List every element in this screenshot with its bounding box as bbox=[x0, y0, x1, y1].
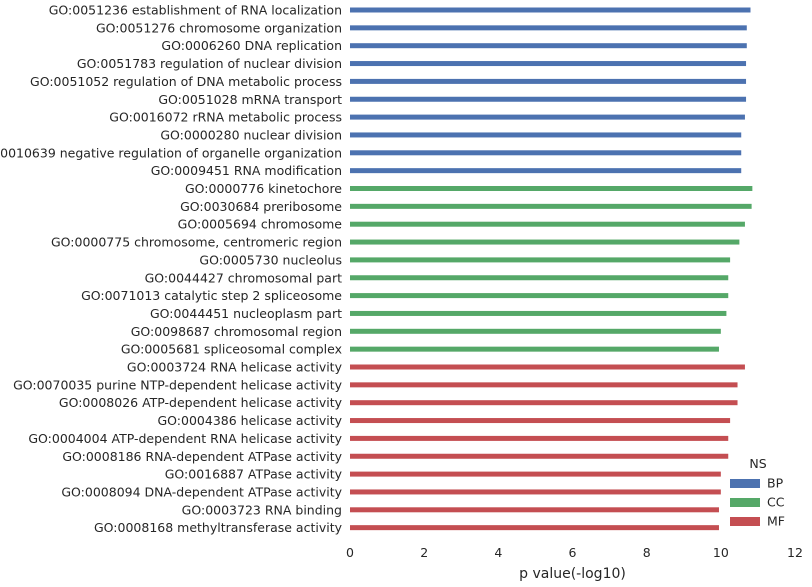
category-label: GO:0005730 nucleolus bbox=[199, 252, 342, 267]
category-labels-group: GO:0051236 establishment of RNA localiza… bbox=[0, 3, 343, 536]
category-label: GO:0098687 chromosomal region bbox=[131, 324, 342, 339]
bar bbox=[350, 293, 729, 299]
x-tick-label: 4 bbox=[494, 545, 502, 560]
legend-swatch-mf bbox=[730, 517, 760, 526]
bar bbox=[350, 43, 747, 49]
category-label: GO:0000280 nuclear division bbox=[160, 127, 342, 142]
bar bbox=[350, 96, 747, 102]
category-label: GO:0010639 negative regulation of organe… bbox=[0, 145, 342, 160]
x-tick-label: 2 bbox=[420, 545, 428, 560]
bar bbox=[350, 364, 745, 370]
bar bbox=[350, 435, 729, 441]
category-label: GO:0006260 DNA replication bbox=[161, 38, 342, 53]
category-label: GO:0000776 kinetochore bbox=[185, 181, 342, 196]
bar bbox=[350, 61, 747, 67]
category-label: GO:0004386 helicase activity bbox=[157, 413, 342, 428]
category-label: GO:0051052 regulation of DNA metabolic p… bbox=[30, 74, 342, 89]
category-label: GO:0009451 RNA modification bbox=[151, 163, 342, 178]
category-label: GO:0008026 ATP-dependent helicase activi… bbox=[59, 395, 343, 410]
category-label: GO:0051783 regulation of nuclear divisio… bbox=[77, 56, 342, 71]
bar bbox=[350, 489, 721, 495]
category-label: GO:0051236 establishment of RNA localiza… bbox=[49, 3, 342, 18]
category-label: GO:0051028 mRNA transport bbox=[158, 92, 342, 107]
category-label: GO:0071013 catalytic step 2 spliceosome bbox=[81, 288, 342, 303]
bars-group bbox=[350, 7, 753, 531]
category-label: GO:0003723 RNA binding bbox=[182, 502, 342, 517]
x-tick-label: 10 bbox=[713, 545, 729, 560]
category-label: GO:0005694 chromosome bbox=[178, 217, 343, 232]
category-label: GO:0008168 methyltransferase activity bbox=[94, 520, 343, 535]
x-tick-label: 8 bbox=[643, 545, 651, 560]
bar bbox=[350, 150, 742, 156]
bar bbox=[350, 328, 721, 334]
legend: NS BP CC MF bbox=[730, 456, 785, 529]
legend-label-bp: BP bbox=[767, 476, 784, 491]
category-label: GO:0070035 purine NTP-dependent helicase… bbox=[13, 377, 343, 392]
bar bbox=[350, 382, 738, 388]
bar bbox=[350, 471, 721, 477]
legend-swatch-cc bbox=[730, 498, 760, 507]
bar bbox=[350, 132, 742, 138]
category-label: GO:0000775 chromosome, centromeric regio… bbox=[51, 235, 342, 250]
category-label: GO:0044451 nucleoplasm part bbox=[150, 306, 342, 321]
category-label: GO:0051276 chromosome organization bbox=[96, 20, 342, 35]
x-tick-label: 12 bbox=[787, 545, 803, 560]
bar bbox=[350, 418, 731, 424]
bar bbox=[350, 168, 742, 174]
bar bbox=[350, 25, 747, 31]
bar bbox=[350, 275, 729, 281]
bar bbox=[350, 221, 745, 227]
category-label: GO:0044427 chromosomal part bbox=[145, 270, 342, 285]
bar bbox=[350, 186, 753, 191]
bar bbox=[350, 453, 729, 459]
bar bbox=[350, 203, 752, 209]
category-label: GO:0008186 RNA-dependent ATPase activity bbox=[62, 449, 342, 464]
x-axis-label: p value(-log10) bbox=[519, 566, 626, 582]
legend-label-mf: MF bbox=[767, 514, 785, 529]
bar bbox=[350, 239, 740, 245]
bar bbox=[350, 507, 719, 513]
legend-title: NS bbox=[749, 456, 766, 471]
legend-swatch-bp bbox=[730, 479, 760, 488]
x-tick-label: 6 bbox=[569, 545, 577, 560]
category-label: GO:0030684 preribosome bbox=[180, 199, 342, 214]
category-label: GO:0008094 DNA-dependent ATPase activity bbox=[61, 484, 342, 499]
category-label: GO:0005681 spliceosomal complex bbox=[121, 342, 342, 357]
category-label: GO:0016887 ATPase activity bbox=[165, 467, 343, 482]
x-tick-labels-group: 0 2 4 6 8 10 12 bbox=[346, 545, 803, 560]
category-label: GO:0004004 ATP-dependent RNA helicase ac… bbox=[28, 431, 342, 446]
bar bbox=[350, 400, 738, 406]
bar bbox=[350, 525, 719, 531]
category-label: GO:0016072 rRNA metabolic process bbox=[109, 110, 342, 125]
legend-label-cc: CC bbox=[767, 495, 785, 510]
bar bbox=[350, 78, 747, 84]
x-tick-label: 0 bbox=[346, 545, 354, 560]
bar bbox=[350, 257, 731, 263]
bar bbox=[350, 114, 745, 120]
bar bbox=[350, 7, 751, 13]
bar bbox=[350, 346, 719, 352]
bar bbox=[350, 310, 727, 316]
category-label: GO:0003724 RNA helicase activity bbox=[127, 360, 343, 375]
